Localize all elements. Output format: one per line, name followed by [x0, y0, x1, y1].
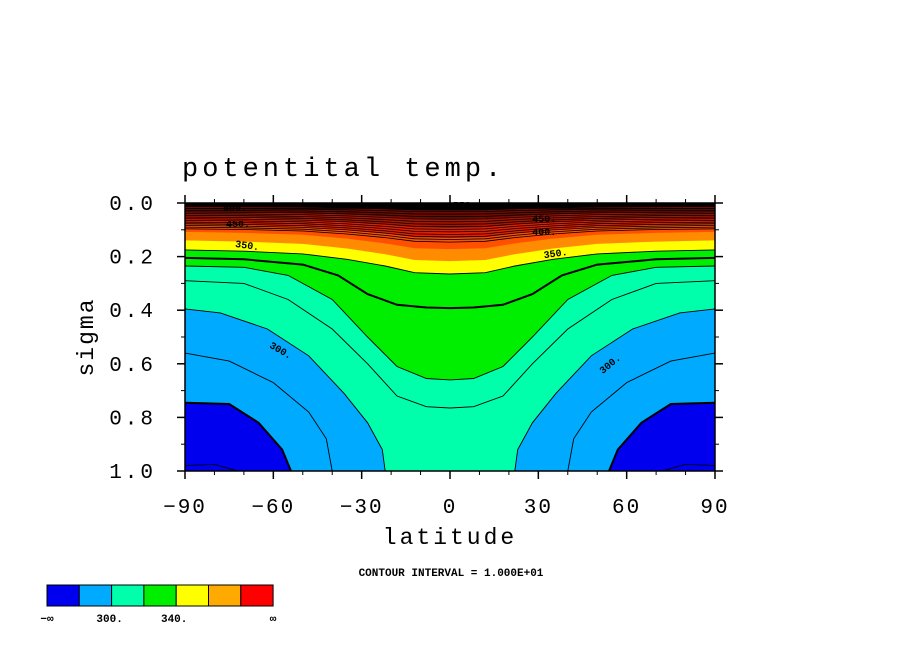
contour-lines: [185, 249, 715, 471]
upper-contour-line-0: [185, 228, 715, 243]
contour-label-8: 550.: [453, 201, 477, 212]
upper-level-bands: [185, 203, 715, 262]
fill-region-below-290-0: [185, 464, 238, 471]
contour-line-320-6: [185, 308, 386, 471]
colorbar-swatch-0: [46, 584, 80, 607]
x-tick-label-6: 90: [700, 497, 729, 520]
colorbar-swatch-3: [143, 584, 177, 607]
fill-region-below-300-1: [609, 402, 715, 471]
upper-contour-line-9: [185, 213, 715, 220]
colorbar-label-3: ∞: [270, 614, 277, 626]
x-tick-labels: −90 −60 −30 0 30 60 90: [163, 497, 729, 520]
contour-label-4: 450.: [226, 220, 250, 231]
colorbar: [46, 584, 274, 607]
x-tick-label-1: −60: [251, 497, 295, 520]
x-axis-label: latitude: [383, 525, 517, 551]
upper-contour-line-8: [185, 215, 715, 223]
fill-region-below-300-0: [185, 402, 291, 471]
y-tick-label-4: 0.8: [109, 408, 156, 431]
y-tick-label-3: 0.6: [109, 355, 156, 378]
contour-line-350-10: [185, 256, 715, 310]
colorbar-swatch-4: [175, 584, 209, 607]
y-tick-label-0: 0.0: [109, 194, 156, 217]
upper-contour-line-2: [185, 225, 715, 238]
upper-contour-line-5: [185, 220, 715, 230]
upper-contour-line-10: [185, 211, 715, 218]
y-tick-label-5: 1.0: [109, 462, 156, 485]
colorbar-label-1: 300.: [96, 614, 122, 626]
colorbar-labels: −∞ 300. 340. ∞: [40, 614, 276, 626]
contour-label-5: 500.: [223, 204, 247, 215]
colorbar-swatch-2: [111, 584, 145, 607]
colorbar-label-0: −∞: [40, 614, 54, 626]
upper-contour-line-1: [185, 226, 715, 240]
contour-label-2: 350.: [234, 240, 259, 254]
y-tick-label-1: 0.2: [109, 248, 156, 271]
contour-line-300-2: [185, 401, 292, 471]
upper-contour-line-6: [185, 218, 715, 228]
contour-line-360-11: [185, 249, 715, 275]
chart-title: potentital temp.: [182, 155, 505, 185]
contour-line-330-8: [185, 280, 715, 409]
y-tick-labels: 0.0 0.2 0.4 0.6 0.8 1.0: [109, 194, 156, 485]
colorbar-swatch-5: [208, 584, 242, 607]
y-axis-label: sigma: [74, 297, 100, 376]
x-tick-label-4: 30: [524, 497, 553, 520]
colorbar-label-2: 340.: [161, 614, 187, 626]
x-tick-label-0: −90: [163, 497, 207, 520]
colorbar-swatch-6: [240, 584, 274, 607]
x-tick-label-3: 0: [443, 497, 458, 520]
colorbar-swatch-1: [78, 584, 113, 607]
upper-band-5: [185, 203, 715, 211]
contour-line-290-1: [661, 463, 715, 471]
contour-line-320-7: [514, 308, 715, 471]
x-tick-label-5: 60: [612, 497, 641, 520]
contour-interval-note: CONTOUR INTERVAL = 1.000E+01: [359, 568, 544, 580]
y-tick-label-2: 0.4: [109, 301, 156, 324]
upper-contour-line-3: [185, 223, 715, 235]
contour-label-3: 350.: [543, 248, 568, 262]
contour-line-310-4: [185, 352, 333, 471]
upper-contour-line-12: [185, 208, 715, 213]
contour-label-7: 450.: [532, 215, 556, 226]
upper-contour-line-4: [185, 221, 715, 233]
x-tick-label-2: −30: [340, 497, 384, 520]
fill-region-below-290-1: [662, 464, 715, 471]
contour-line-340-9: [185, 265, 715, 381]
upper-contour-line-13: [185, 208, 715, 210]
plot-area: [185, 203, 715, 471]
contour-line-290-0: [185, 463, 239, 471]
axis-ticks: [177, 195, 723, 479]
upper-contour-line-7: [185, 216, 715, 225]
contour-line-310-5: [567, 352, 715, 471]
contour-line-300-3: [608, 401, 715, 471]
contour-label-6: 400.: [532, 228, 556, 239]
upper-contour-line-11: [185, 210, 715, 215]
